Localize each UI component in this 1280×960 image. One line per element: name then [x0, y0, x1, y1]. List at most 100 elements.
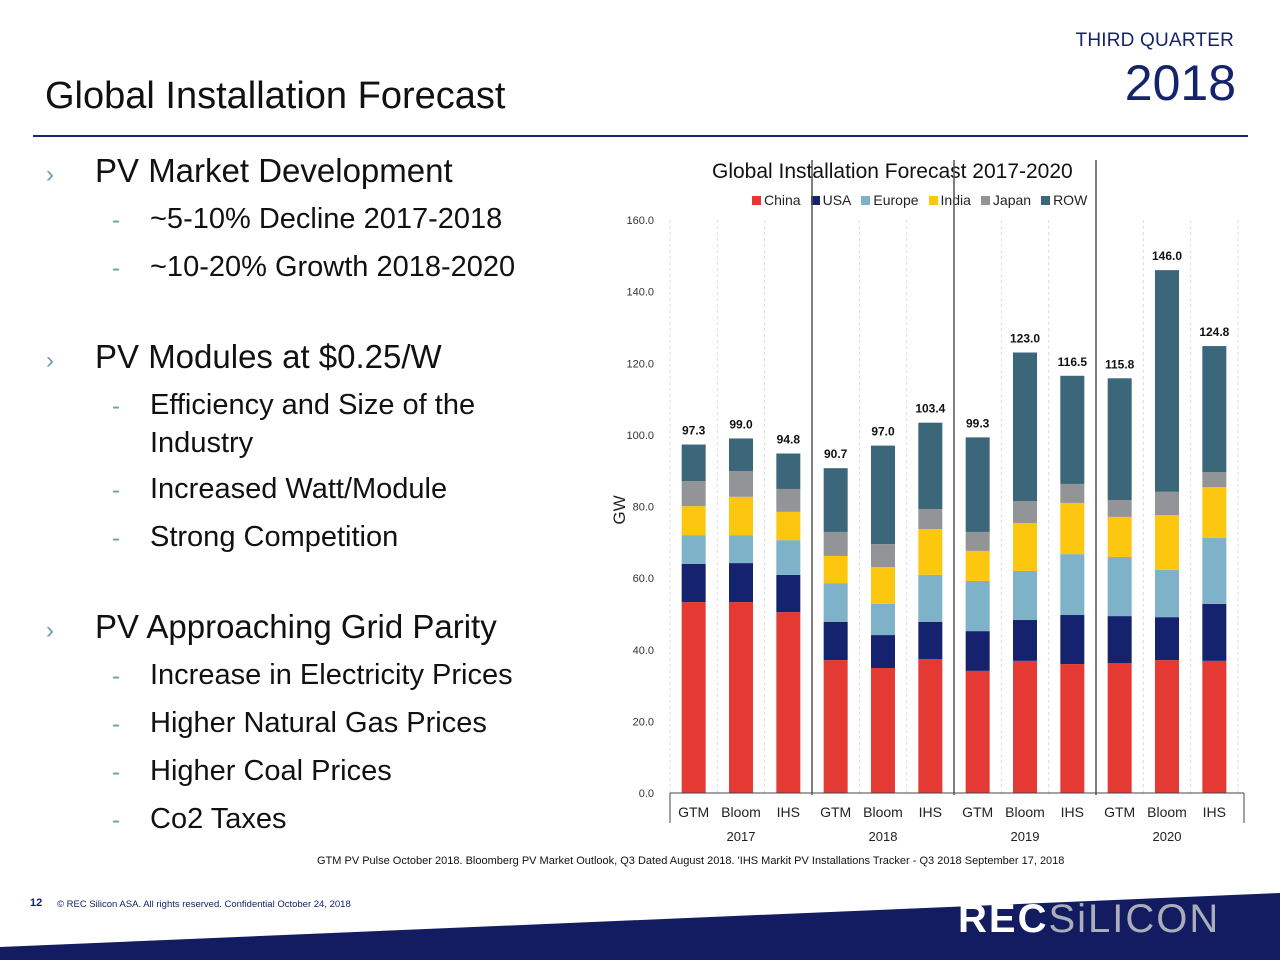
bullet-item: › PV Market Development: [40, 152, 580, 196]
copyright-text: © REC Silicon ASA. All rights reserved. …: [57, 899, 351, 910]
legend-item-usa: USA: [810, 192, 852, 208]
bar-segment-china: [1155, 660, 1179, 793]
bar-segment-india: [1155, 515, 1179, 570]
bar-segment-japan: [1107, 500, 1132, 517]
x-category-label: IHS: [1061, 804, 1084, 820]
total-data-label: 99.0: [729, 417, 753, 431]
bar-segment-japan: [1013, 501, 1037, 523]
bar-segment-usa: [871, 635, 895, 669]
bar-segment-japan: [918, 509, 943, 530]
bar-segment-usa: [776, 574, 801, 613]
x-category-label: GTM: [1104, 804, 1135, 820]
sub-bullet-text: Efficiency and Size of the Industry: [150, 389, 476, 459]
x-group-label: 2017: [727, 829, 756, 844]
x-group-label: 2020: [1153, 829, 1182, 844]
bar-segment-europe: [1060, 554, 1085, 616]
total-data-label: 99.3: [966, 416, 990, 430]
bar-segment-row: [729, 438, 753, 472]
chevron-right-icon: ›: [46, 347, 54, 374]
bar-segment-europe: [871, 603, 895, 636]
dash-icon: -: [112, 663, 120, 690]
bar-segment-japan: [965, 531, 990, 551]
dash-icon: -: [112, 711, 120, 738]
bar-segment-row: [1060, 375, 1085, 484]
x-category-label: IHS: [919, 804, 942, 820]
x-category-label: GTM: [962, 804, 993, 820]
sub-bullet-text: ~10-20% Growth 2018-2020: [150, 251, 516, 283]
total-data-label: 116.5: [1058, 355, 1088, 369]
total-data-label: 94.8: [777, 432, 801, 446]
legend-item-japan: Japan: [980, 192, 1031, 208]
bar-segment-india: [823, 555, 848, 584]
y-tick-label: 20.0: [633, 716, 654, 728]
x-group-label: 2019: [1011, 829, 1040, 844]
legend-swatch: [980, 195, 990, 205]
bar-segment-japan: [823, 531, 848, 556]
y-tick-label: 40.0: [633, 645, 654, 657]
chevron-right-icon: ›: [46, 161, 54, 188]
bar-segment-china: [1202, 660, 1227, 793]
bar-segment-japan: [871, 544, 895, 568]
bar-segment-usa: [1013, 620, 1037, 661]
total-data-label: 146.0: [1152, 249, 1182, 263]
sub-bullet-item: - Higher Natural Gas Prices: [40, 704, 580, 744]
bullet-item: › PV Approaching Grid Parity: [40, 608, 580, 652]
bar-segment-japan: [1202, 472, 1227, 488]
bar-segment-india: [681, 506, 706, 536]
page-title: Global Installation Forecast: [45, 75, 506, 117]
bar-segment-china: [918, 659, 943, 793]
chart-plot: 0.0 20.0 40.0 60.0 80.0 100.0 120.0 140.0 160.0 G…: [610, 160, 1245, 844]
sub-bullet-text: Co2 Taxes: [150, 803, 287, 835]
bar-segment-usa: [918, 621, 943, 660]
sub-bullet-text: Increase in Electricity Prices: [150, 659, 513, 691]
legend-item-india: India: [928, 192, 971, 208]
chart-title: Global Installation Forecast 2017-2020: [712, 160, 1073, 183]
sub-bullet-item: - Strong Competition: [40, 518, 580, 558]
dash-icon: -: [112, 807, 120, 834]
bar-segment-europe: [1202, 538, 1227, 604]
bullet-text: PV Modules at $0.25/W: [95, 338, 442, 375]
bar-segment-row: [965, 437, 990, 532]
bar-segment-china: [871, 668, 895, 793]
legend-swatch: [861, 195, 871, 205]
sub-bullet-text: Higher Natural Gas Prices: [150, 707, 487, 739]
bar-segment-china: [823, 660, 848, 793]
x-category-label: Bloom: [1147, 804, 1187, 820]
sub-bullet-text: Strong Competition: [150, 521, 399, 553]
y-tick-label: 160.0: [626, 215, 654, 227]
legend-label: ROW: [1053, 192, 1088, 208]
sub-bullet-text: ~5-10% Decline 2017-2018: [150, 203, 503, 235]
bar-segment-europe: [823, 583, 848, 622]
bar-segment-row: [1107, 378, 1132, 501]
total-data-label: 123.0: [1010, 332, 1040, 346]
sub-bullet-item: - ~10-20% Growth 2018-2020: [40, 248, 580, 288]
bar-segment-usa: [823, 621, 848, 661]
logo-rec: REC: [958, 897, 1049, 941]
legend-label: USA: [822, 192, 852, 208]
bar-segment-row: [1202, 346, 1227, 473]
legend-swatch: [1041, 195, 1051, 205]
bar-segment-row: [1155, 270, 1179, 492]
bar-segment-usa: [1060, 615, 1085, 665]
bar-segment-europe: [918, 574, 943, 622]
dash-icon: -: [112, 255, 120, 282]
dash-icon: -: [112, 207, 120, 234]
total-data-label: 115.8: [1105, 357, 1135, 371]
legend-label: India: [940, 192, 971, 208]
dash-icon: -: [112, 477, 120, 504]
bar-segment-row: [823, 468, 848, 532]
quarter-label: THIRD QUARTER: [1075, 30, 1234, 51]
legend-item-china: China: [752, 192, 801, 208]
legend-item-europe: Europe: [861, 192, 919, 208]
bar-segment-europe: [1155, 569, 1179, 618]
bar-segment-china: [681, 602, 706, 793]
rec-silicon-logo: RECSiLICON: [958, 897, 1220, 942]
bar-segment-usa: [1155, 617, 1179, 661]
bullet-text: PV Approaching Grid Parity: [95, 608, 497, 645]
bar-segment-japan: [681, 481, 706, 507]
bar-segment-china: [1107, 663, 1132, 793]
bar-segment-japan: [776, 488, 801, 512]
sub-bullet-item: - Efficiency and Size of the Industry: [40, 386, 580, 462]
bar-segment-india: [776, 511, 801, 541]
bar-segment-india: [729, 496, 753, 536]
